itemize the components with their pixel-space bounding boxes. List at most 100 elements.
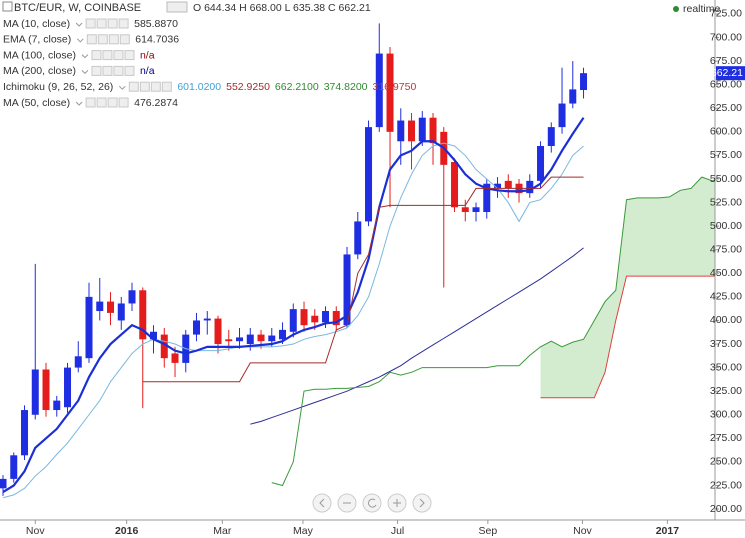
candle-body <box>526 180 534 194</box>
legend-button[interactable] <box>113 50 124 61</box>
candle-body <box>504 180 512 189</box>
symbol-icon[interactable] <box>2 1 13 12</box>
ohlc-readout: O 644.34 H 668.00 L 635.38 C 662.21 <box>193 2 371 14</box>
legend-button[interactable] <box>124 65 135 76</box>
candle-body <box>203 318 211 321</box>
legend-button[interactable] <box>108 34 119 45</box>
legend-name: MA (10, close) <box>3 18 70 30</box>
legend-caret <box>75 101 83 106</box>
legend-button[interactable] <box>118 97 129 108</box>
legend: BTC/EUR, W, COINBASE O 644.34 H 668.00 L… <box>2 1 416 109</box>
y-tick-label: 325.00 <box>710 385 742 397</box>
y-tick-label: 600.00 <box>710 126 742 138</box>
candle-body <box>418 117 426 142</box>
y-tick-label: 725.00 <box>710 8 742 20</box>
legend-button[interactable] <box>85 97 96 108</box>
legend-button[interactable] <box>96 18 107 29</box>
x-tick-label: 2017 <box>656 525 680 537</box>
legend-button[interactable] <box>85 18 96 29</box>
y-tick-label: 300.00 <box>710 409 742 421</box>
candle-body <box>279 329 287 340</box>
legend-button[interactable] <box>150 81 161 92</box>
legend-button[interactable] <box>97 34 108 45</box>
indicator-line <box>540 275 715 399</box>
candle-body <box>74 356 82 368</box>
legend-button[interactable] <box>128 81 139 92</box>
legend-button[interactable] <box>107 97 118 108</box>
candle-body <box>53 400 61 411</box>
legend-caret <box>75 22 83 27</box>
candle-body <box>451 162 459 208</box>
candle-body <box>332 311 340 326</box>
y-tick-label: 650.00 <box>710 78 742 90</box>
candle-body <box>214 318 222 345</box>
indicator-line <box>250 247 584 425</box>
candle-body <box>322 311 330 323</box>
y-tick-label: 450.00 <box>710 267 742 279</box>
candle-body <box>386 53 394 132</box>
legend-readout: 614.7036 <box>135 34 179 46</box>
candle-body <box>408 120 416 142</box>
candle-body <box>150 331 158 340</box>
icon <box>419 498 425 508</box>
cloud <box>540 177 715 398</box>
legend-name: Ichimoku (9, 26, 52, 26) <box>3 81 113 93</box>
legend-readout: 552.9250 <box>226 81 270 93</box>
legend-button[interactable] <box>161 81 172 92</box>
scroll-right[interactable] <box>412 493 432 513</box>
legend-button[interactable] <box>139 81 150 92</box>
candle-body <box>311 315 319 323</box>
candle-body <box>461 207 469 212</box>
legend-readout: 585.8870 <box>134 18 178 30</box>
legend-button[interactable] <box>91 50 102 61</box>
symbol-buttons[interactable] <box>166 1 188 13</box>
legend-readout: 601.0200 <box>177 81 221 93</box>
candle-body <box>117 303 125 321</box>
y-tick-label: 375.00 <box>710 338 742 350</box>
x-tick-label: Nov <box>573 525 592 537</box>
candle-body <box>343 254 351 326</box>
candle-body <box>128 290 136 304</box>
y-tick-label: 575.00 <box>710 149 742 161</box>
legend-button[interactable] <box>119 34 130 45</box>
legend-button[interactable] <box>124 50 135 61</box>
y-tick-label: 425.00 <box>710 291 742 303</box>
icon <box>393 499 401 507</box>
legend-button[interactable] <box>102 65 113 76</box>
legend-readout: 476.2874 <box>134 97 178 109</box>
candle-body <box>354 221 362 255</box>
legend-button[interactable] <box>96 97 107 108</box>
x-tick-label: May <box>293 525 314 537</box>
candle-body <box>107 301 115 313</box>
candle-body <box>42 369 50 411</box>
x-tick-label: Nov <box>26 525 45 537</box>
candle-body <box>193 320 201 335</box>
scroll-left[interactable] <box>312 493 332 513</box>
legend-button[interactable] <box>113 65 124 76</box>
candle-body <box>171 353 179 363</box>
x-tick-label: Mar <box>213 525 232 537</box>
legend-button[interactable] <box>86 34 97 45</box>
legend-readout: 374.8200 <box>324 81 368 93</box>
reset[interactable] <box>362 493 382 513</box>
candle-body <box>547 127 555 146</box>
legend-button[interactable] <box>91 65 102 76</box>
legend-button[interactable] <box>118 18 129 29</box>
indicator-line <box>142 176 584 383</box>
candle-body <box>21 410 29 456</box>
legend-button[interactable] <box>107 18 118 29</box>
legend-button[interactable] <box>102 50 113 61</box>
candle-body <box>472 207 480 212</box>
y-tick-label: 225.00 <box>710 479 742 491</box>
candle-body <box>160 334 168 359</box>
candle-body <box>558 103 566 128</box>
icon <box>368 498 377 508</box>
x-tick-label: Jul <box>391 525 404 537</box>
candle-body <box>375 53 383 128</box>
legend-caret <box>81 70 89 75</box>
icon <box>319 498 325 508</box>
plot-area <box>0 23 715 499</box>
candle-body <box>96 301 104 312</box>
candle-body <box>257 334 265 342</box>
